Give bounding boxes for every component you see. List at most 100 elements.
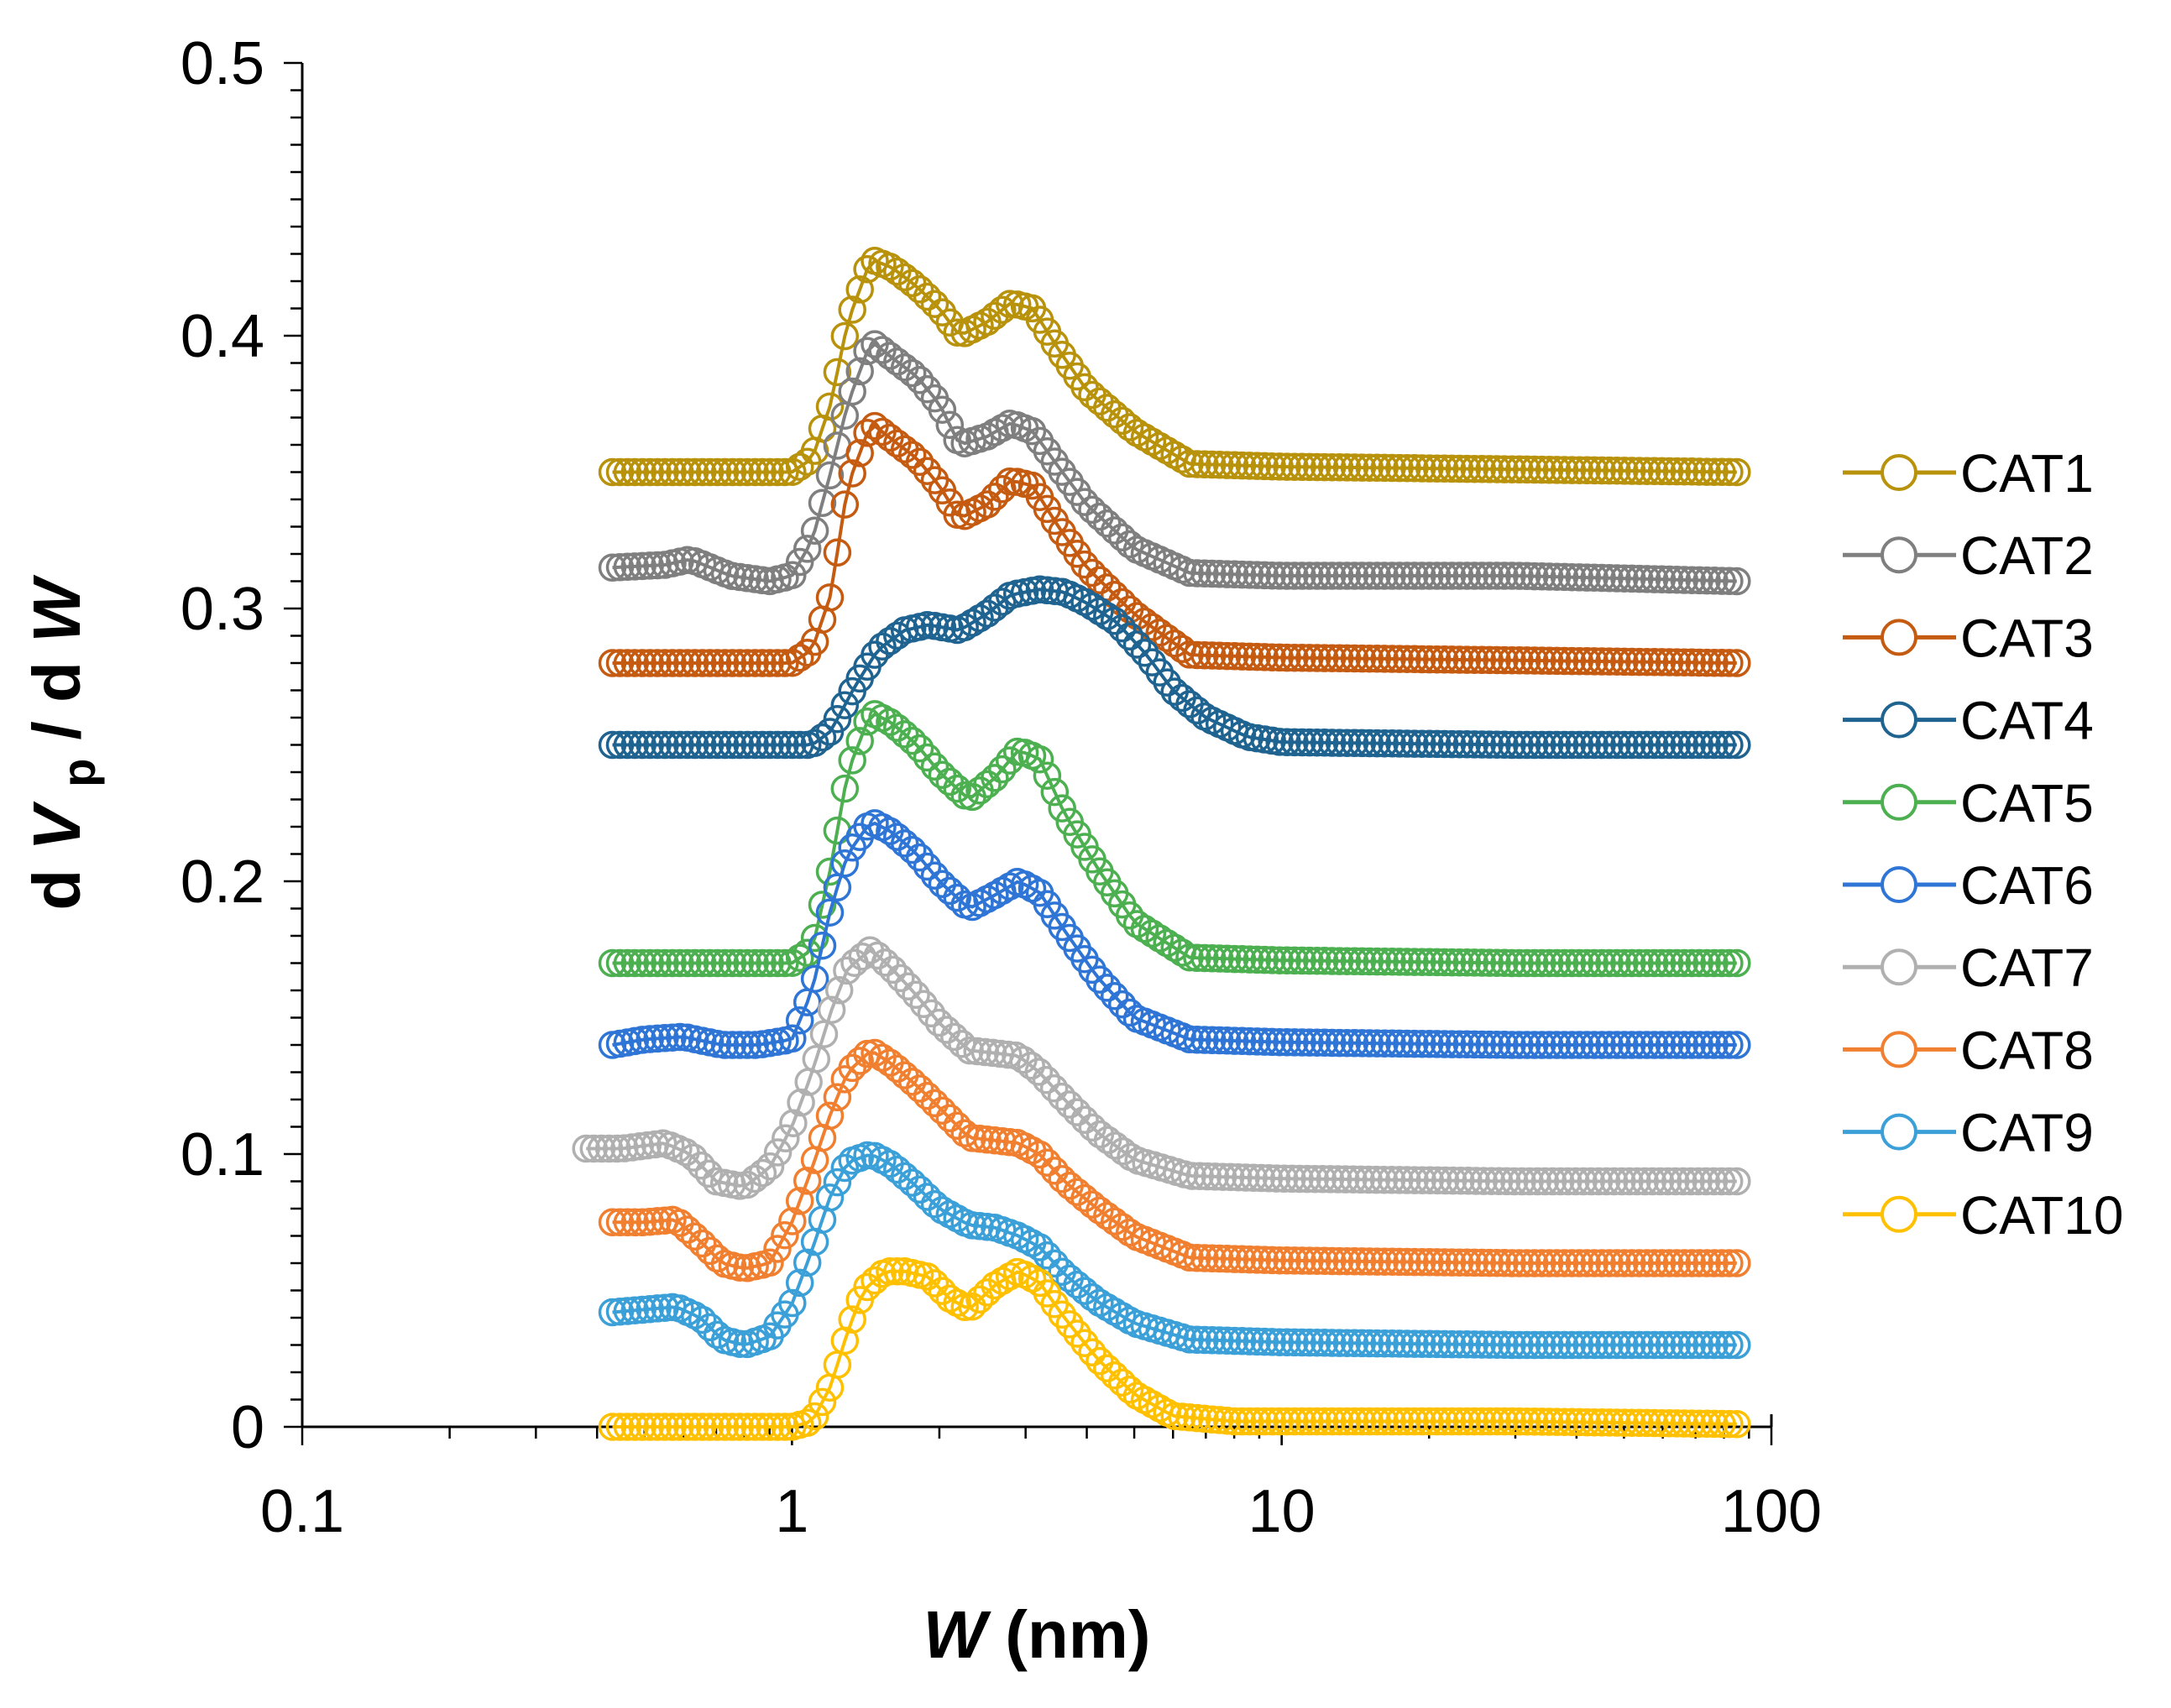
data-point (1325, 644, 1354, 673)
data-point (594, 1134, 624, 1163)
data-point (1490, 1330, 1519, 1360)
data-point (733, 730, 761, 760)
data-point (1265, 1246, 1294, 1275)
data-point (666, 948, 694, 978)
data-point (1308, 1165, 1337, 1194)
data-point (793, 535, 822, 563)
data-point (1262, 1164, 1291, 1193)
data-point (1115, 1376, 1144, 1404)
data-point (1577, 1167, 1605, 1196)
data-point (1078, 1282, 1106, 1312)
data-point (1107, 1213, 1137, 1241)
data-point (902, 980, 930, 1010)
data-point (1340, 561, 1369, 590)
data-point (1513, 1407, 1541, 1436)
data-point (1580, 948, 1609, 978)
data-point (651, 1024, 679, 1052)
data-point (1070, 1105, 1099, 1135)
legend-label: CAT2 (1960, 525, 2094, 586)
data-point (1677, 1249, 1707, 1277)
data-point (1520, 948, 1549, 978)
data-point (1610, 1330, 1639, 1360)
data-point (1408, 1329, 1436, 1358)
data-point (785, 1005, 814, 1035)
data-point (897, 1068, 927, 1096)
data-point (1483, 645, 1511, 675)
data-point (823, 1167, 852, 1197)
data-point (1295, 561, 1324, 590)
data-point (1325, 1407, 1354, 1436)
data-point (1303, 946, 1331, 975)
data-point (1572, 1408, 1602, 1437)
data-point (1363, 1329, 1392, 1358)
data-point (1293, 1164, 1321, 1194)
data-point (1303, 561, 1331, 590)
data-point (1278, 1164, 1306, 1194)
data-point (1483, 730, 1511, 759)
data-point (1273, 1028, 1301, 1057)
y-axis-title-separator: / d (19, 661, 94, 739)
data-point (1033, 761, 1062, 790)
data-point (1603, 456, 1631, 485)
data-point (1086, 1288, 1114, 1318)
legend-label: CAT8 (1960, 1020, 2094, 1080)
data-point (756, 948, 784, 978)
data-point (1452, 948, 1482, 977)
data-point (1535, 948, 1564, 978)
data-point (830, 849, 860, 878)
data-point (605, 948, 635, 978)
data-point (1205, 944, 1234, 973)
data-point (1565, 456, 1594, 484)
data-point (920, 1089, 949, 1118)
data-point (905, 1074, 934, 1103)
data-point (1513, 948, 1541, 978)
data-point (1580, 730, 1609, 760)
data-point (1086, 965, 1114, 994)
data-point (703, 649, 732, 677)
data-point (1542, 562, 1572, 591)
data-point (1190, 943, 1219, 973)
data-point (740, 730, 769, 760)
data-point (1700, 1031, 1729, 1059)
data-point (838, 746, 866, 775)
data-point (1492, 1167, 1521, 1196)
data-point (725, 1329, 755, 1358)
data-point (1437, 1329, 1467, 1359)
data-point (1258, 1027, 1286, 1057)
data-point (1212, 1026, 1242, 1055)
data-point (1055, 1310, 1084, 1339)
data-point (1138, 427, 1167, 457)
data-point (1220, 560, 1249, 589)
data-point (1265, 561, 1294, 590)
data-point (1513, 455, 1541, 484)
data-point (815, 392, 845, 421)
data-point (1647, 730, 1677, 760)
data-point (1520, 1249, 1549, 1277)
data-point (1317, 644, 1347, 672)
data-point (1370, 1029, 1399, 1058)
data-point (845, 1047, 874, 1075)
data-point (1422, 1407, 1452, 1436)
data-point (1288, 561, 1316, 590)
data-point (1632, 647, 1661, 676)
data-point (695, 649, 725, 677)
data-point (1190, 641, 1219, 670)
data-point (1535, 1249, 1564, 1277)
series-cat1 (598, 247, 1751, 487)
data-point (1317, 947, 1347, 975)
data-point (1212, 560, 1242, 588)
data-point (1288, 728, 1316, 757)
series-cat10 (598, 1257, 1751, 1441)
data-point (1250, 561, 1279, 590)
data-point (605, 553, 635, 582)
series-line (612, 342, 1737, 583)
data-point (1408, 454, 1436, 483)
data-point (1460, 1407, 1489, 1436)
data-point (1542, 1408, 1572, 1436)
data-point (1670, 457, 1699, 486)
data-point (1332, 1329, 1362, 1357)
data-point (679, 1143, 708, 1172)
data-point (1572, 456, 1602, 485)
data-point (1715, 948, 1744, 978)
data-point (1632, 948, 1661, 978)
